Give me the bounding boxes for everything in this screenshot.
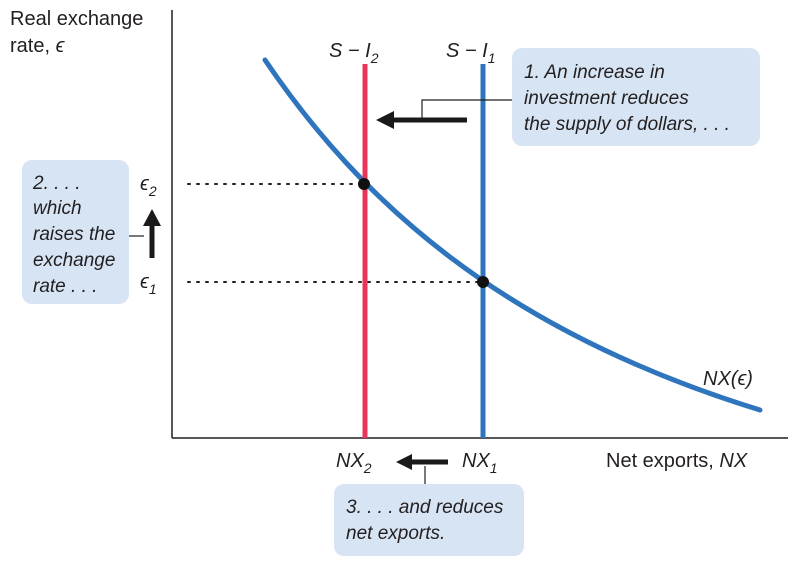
note3-line2: net exports. xyxy=(346,523,445,544)
nx1-tick-label: NX1 xyxy=(462,450,498,476)
equilibrium-point-2 xyxy=(358,178,370,190)
y-axis-label-line1: Real exchange xyxy=(10,8,143,30)
note2-line5: rate . . . xyxy=(33,276,97,297)
nx-curve-label: NX(ϵ) xyxy=(703,368,753,390)
nx-curve xyxy=(262,57,763,413)
s-minus-i1-label: S − I1 xyxy=(446,40,496,66)
note2-line1: 2. . . . xyxy=(32,173,81,194)
nx2-tick-label: NX2 xyxy=(336,450,372,476)
x-axis-label: Net exports, NX xyxy=(606,450,748,472)
note3-line1: 3. . . . and reduces xyxy=(346,497,504,518)
note2-line3: raises the xyxy=(33,224,115,245)
note1-leader-line xyxy=(421,99,512,118)
epsilon2-tick-label: ϵ2 xyxy=(140,173,157,199)
y-axis-label-line2: rate, ϵ xyxy=(10,35,66,57)
note2-box xyxy=(22,160,129,304)
epsilon1-tick-label: ϵ1 xyxy=(140,271,157,297)
note1-box xyxy=(512,48,760,146)
equilibrium-point-1 xyxy=(477,276,489,288)
leftward-nx-arrow-head xyxy=(396,454,412,470)
note1-line2: investment reduces xyxy=(524,88,689,109)
s-minus-i2-label: S − I2 xyxy=(329,40,379,66)
upward-exchange-arrow-head xyxy=(143,209,161,226)
note2-line4: exchange xyxy=(33,250,115,271)
note1-line3: the supply of dollars, . . . xyxy=(524,114,730,135)
leftward-shift-arrow-head xyxy=(376,111,394,129)
note2-line2: which xyxy=(33,198,82,219)
note1-line1: 1. An increase in xyxy=(524,62,665,83)
note3-box xyxy=(334,484,524,556)
